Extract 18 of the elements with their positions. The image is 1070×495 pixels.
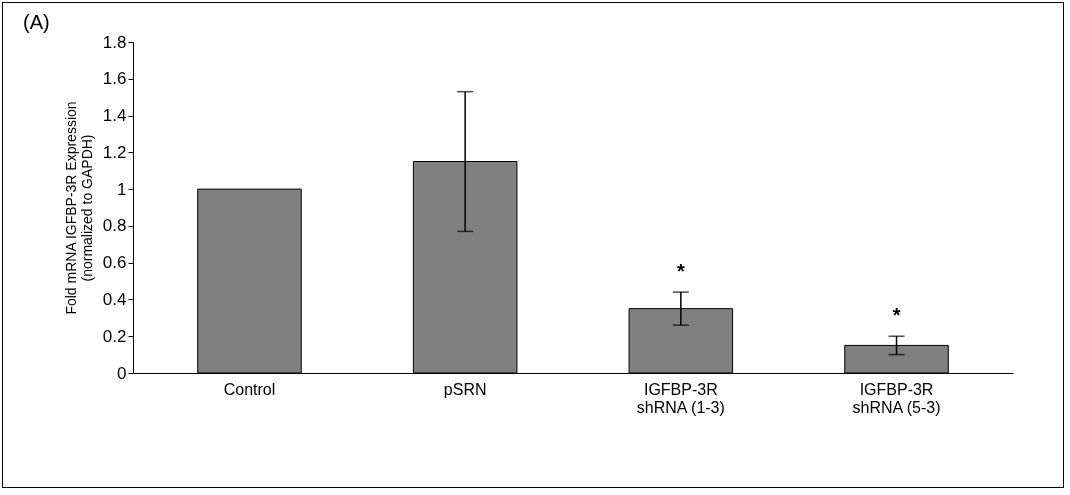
y-tick-label: 1.8 xyxy=(102,32,127,52)
y-tick-label: 0.8 xyxy=(102,216,127,236)
x-tick-label: IGFBP-3R shRNA (1-3) xyxy=(636,380,725,416)
x-tick-label: IGFBP-3R shRNA (5-3) xyxy=(852,380,941,416)
y-tick-label: 0.6 xyxy=(102,253,127,273)
x-tick-label: Control xyxy=(223,380,276,398)
y-tick-label: 1.4 xyxy=(102,106,127,126)
y-axis-title: Fold mRNA IGFBP-3R Expression (normalized to GAPDH) xyxy=(62,101,95,315)
chart-title: (A) xyxy=(23,11,50,33)
y-tick-label: 1.6 xyxy=(102,69,127,89)
y-tick-label: 1 xyxy=(117,179,127,199)
x-tick-label: pSRN xyxy=(443,380,487,398)
annotation: * xyxy=(676,260,685,283)
y-tick-label: 0 xyxy=(117,363,127,383)
annotation: * xyxy=(892,304,901,327)
y-tick-label: 0.2 xyxy=(102,326,127,346)
y-tick-label: 0.4 xyxy=(102,289,127,309)
y-tick-label: 1.2 xyxy=(102,142,127,162)
